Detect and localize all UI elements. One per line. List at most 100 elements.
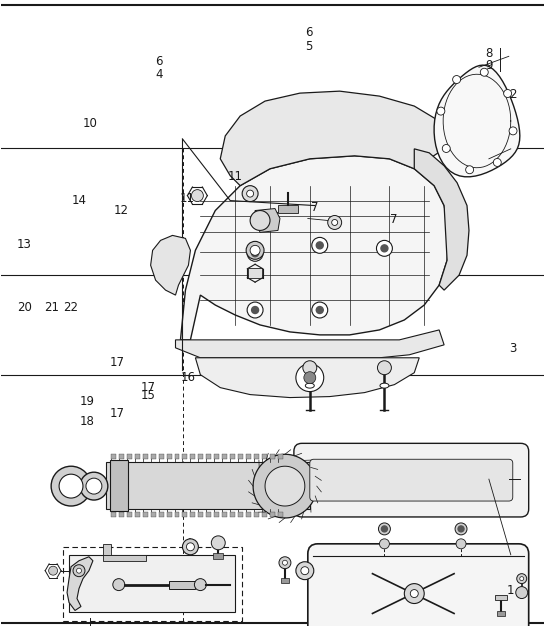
FancyBboxPatch shape: [308, 544, 529, 628]
Bar: [497, 612, 505, 617]
Text: 20: 20: [17, 301, 32, 314]
Circle shape: [242, 186, 258, 202]
Polygon shape: [183, 512, 187, 517]
Circle shape: [517, 573, 526, 583]
Circle shape: [247, 302, 263, 318]
Polygon shape: [253, 454, 317, 518]
Circle shape: [520, 577, 524, 581]
Circle shape: [282, 560, 287, 565]
Polygon shape: [143, 512, 148, 517]
Polygon shape: [278, 512, 283, 517]
Text: 11: 11: [179, 192, 195, 205]
Polygon shape: [196, 358, 419, 398]
Text: 3: 3: [510, 342, 517, 355]
Circle shape: [51, 466, 91, 506]
Circle shape: [76, 568, 82, 573]
Circle shape: [404, 583, 424, 604]
Polygon shape: [159, 512, 164, 517]
Text: 19: 19: [80, 395, 95, 408]
Circle shape: [252, 250, 258, 257]
Circle shape: [493, 158, 501, 166]
Polygon shape: [111, 512, 116, 517]
Text: 7: 7: [390, 212, 398, 225]
Polygon shape: [103, 544, 111, 555]
Circle shape: [246, 241, 264, 259]
Polygon shape: [135, 454, 140, 459]
Circle shape: [247, 190, 253, 197]
Text: 1: 1: [506, 583, 514, 597]
Polygon shape: [238, 512, 243, 517]
Circle shape: [377, 241, 392, 256]
Polygon shape: [255, 208, 280, 232]
Polygon shape: [110, 460, 128, 511]
Circle shape: [303, 360, 317, 375]
Polygon shape: [198, 512, 203, 517]
Polygon shape: [265, 466, 305, 506]
Polygon shape: [119, 512, 124, 517]
Circle shape: [86, 478, 102, 494]
Polygon shape: [230, 454, 235, 459]
Polygon shape: [207, 454, 211, 459]
Text: 13: 13: [17, 237, 32, 251]
Polygon shape: [230, 512, 235, 517]
Polygon shape: [254, 454, 259, 459]
Text: 6: 6: [155, 55, 162, 68]
Circle shape: [465, 166, 474, 174]
Circle shape: [455, 523, 467, 535]
Circle shape: [458, 526, 464, 532]
Polygon shape: [262, 512, 267, 517]
Text: 17: 17: [140, 381, 155, 394]
Circle shape: [381, 245, 388, 252]
Circle shape: [211, 536, 225, 550]
Text: 18: 18: [80, 415, 95, 428]
Polygon shape: [207, 512, 211, 517]
Polygon shape: [127, 454, 132, 459]
Polygon shape: [69, 555, 235, 612]
Bar: [281, 578, 289, 583]
Polygon shape: [278, 205, 298, 212]
FancyBboxPatch shape: [310, 459, 513, 501]
Polygon shape: [135, 512, 140, 517]
Polygon shape: [414, 149, 469, 290]
Circle shape: [480, 68, 488, 76]
Circle shape: [296, 561, 314, 580]
Circle shape: [279, 557, 291, 569]
Circle shape: [378, 523, 390, 535]
Polygon shape: [246, 454, 251, 459]
Text: 21: 21: [44, 301, 59, 314]
Polygon shape: [67, 557, 93, 610]
Circle shape: [312, 302, 328, 318]
Circle shape: [195, 578, 207, 590]
Text: 17: 17: [110, 356, 124, 369]
Polygon shape: [278, 454, 283, 459]
Circle shape: [191, 190, 203, 202]
Polygon shape: [183, 454, 187, 459]
Circle shape: [304, 372, 316, 384]
Polygon shape: [270, 454, 275, 459]
Circle shape: [379, 539, 389, 549]
Text: 5: 5: [305, 40, 312, 53]
Ellipse shape: [380, 383, 389, 388]
Polygon shape: [214, 512, 219, 517]
Text: 16: 16: [181, 371, 196, 384]
Polygon shape: [168, 581, 196, 588]
Polygon shape: [248, 268, 262, 278]
Text: 9: 9: [486, 60, 493, 72]
Polygon shape: [111, 454, 116, 459]
Circle shape: [332, 219, 338, 225]
Text: 22: 22: [63, 301, 78, 314]
Circle shape: [312, 237, 328, 253]
Polygon shape: [246, 512, 251, 517]
Polygon shape: [174, 454, 179, 459]
Bar: [213, 553, 223, 559]
Circle shape: [49, 566, 58, 575]
Text: 11: 11: [228, 170, 243, 183]
Polygon shape: [262, 454, 267, 459]
Circle shape: [516, 587, 528, 598]
Polygon shape: [180, 156, 449, 340]
FancyBboxPatch shape: [294, 443, 529, 517]
Polygon shape: [150, 454, 156, 459]
Polygon shape: [103, 555, 146, 561]
Ellipse shape: [305, 383, 314, 388]
Polygon shape: [190, 512, 196, 517]
